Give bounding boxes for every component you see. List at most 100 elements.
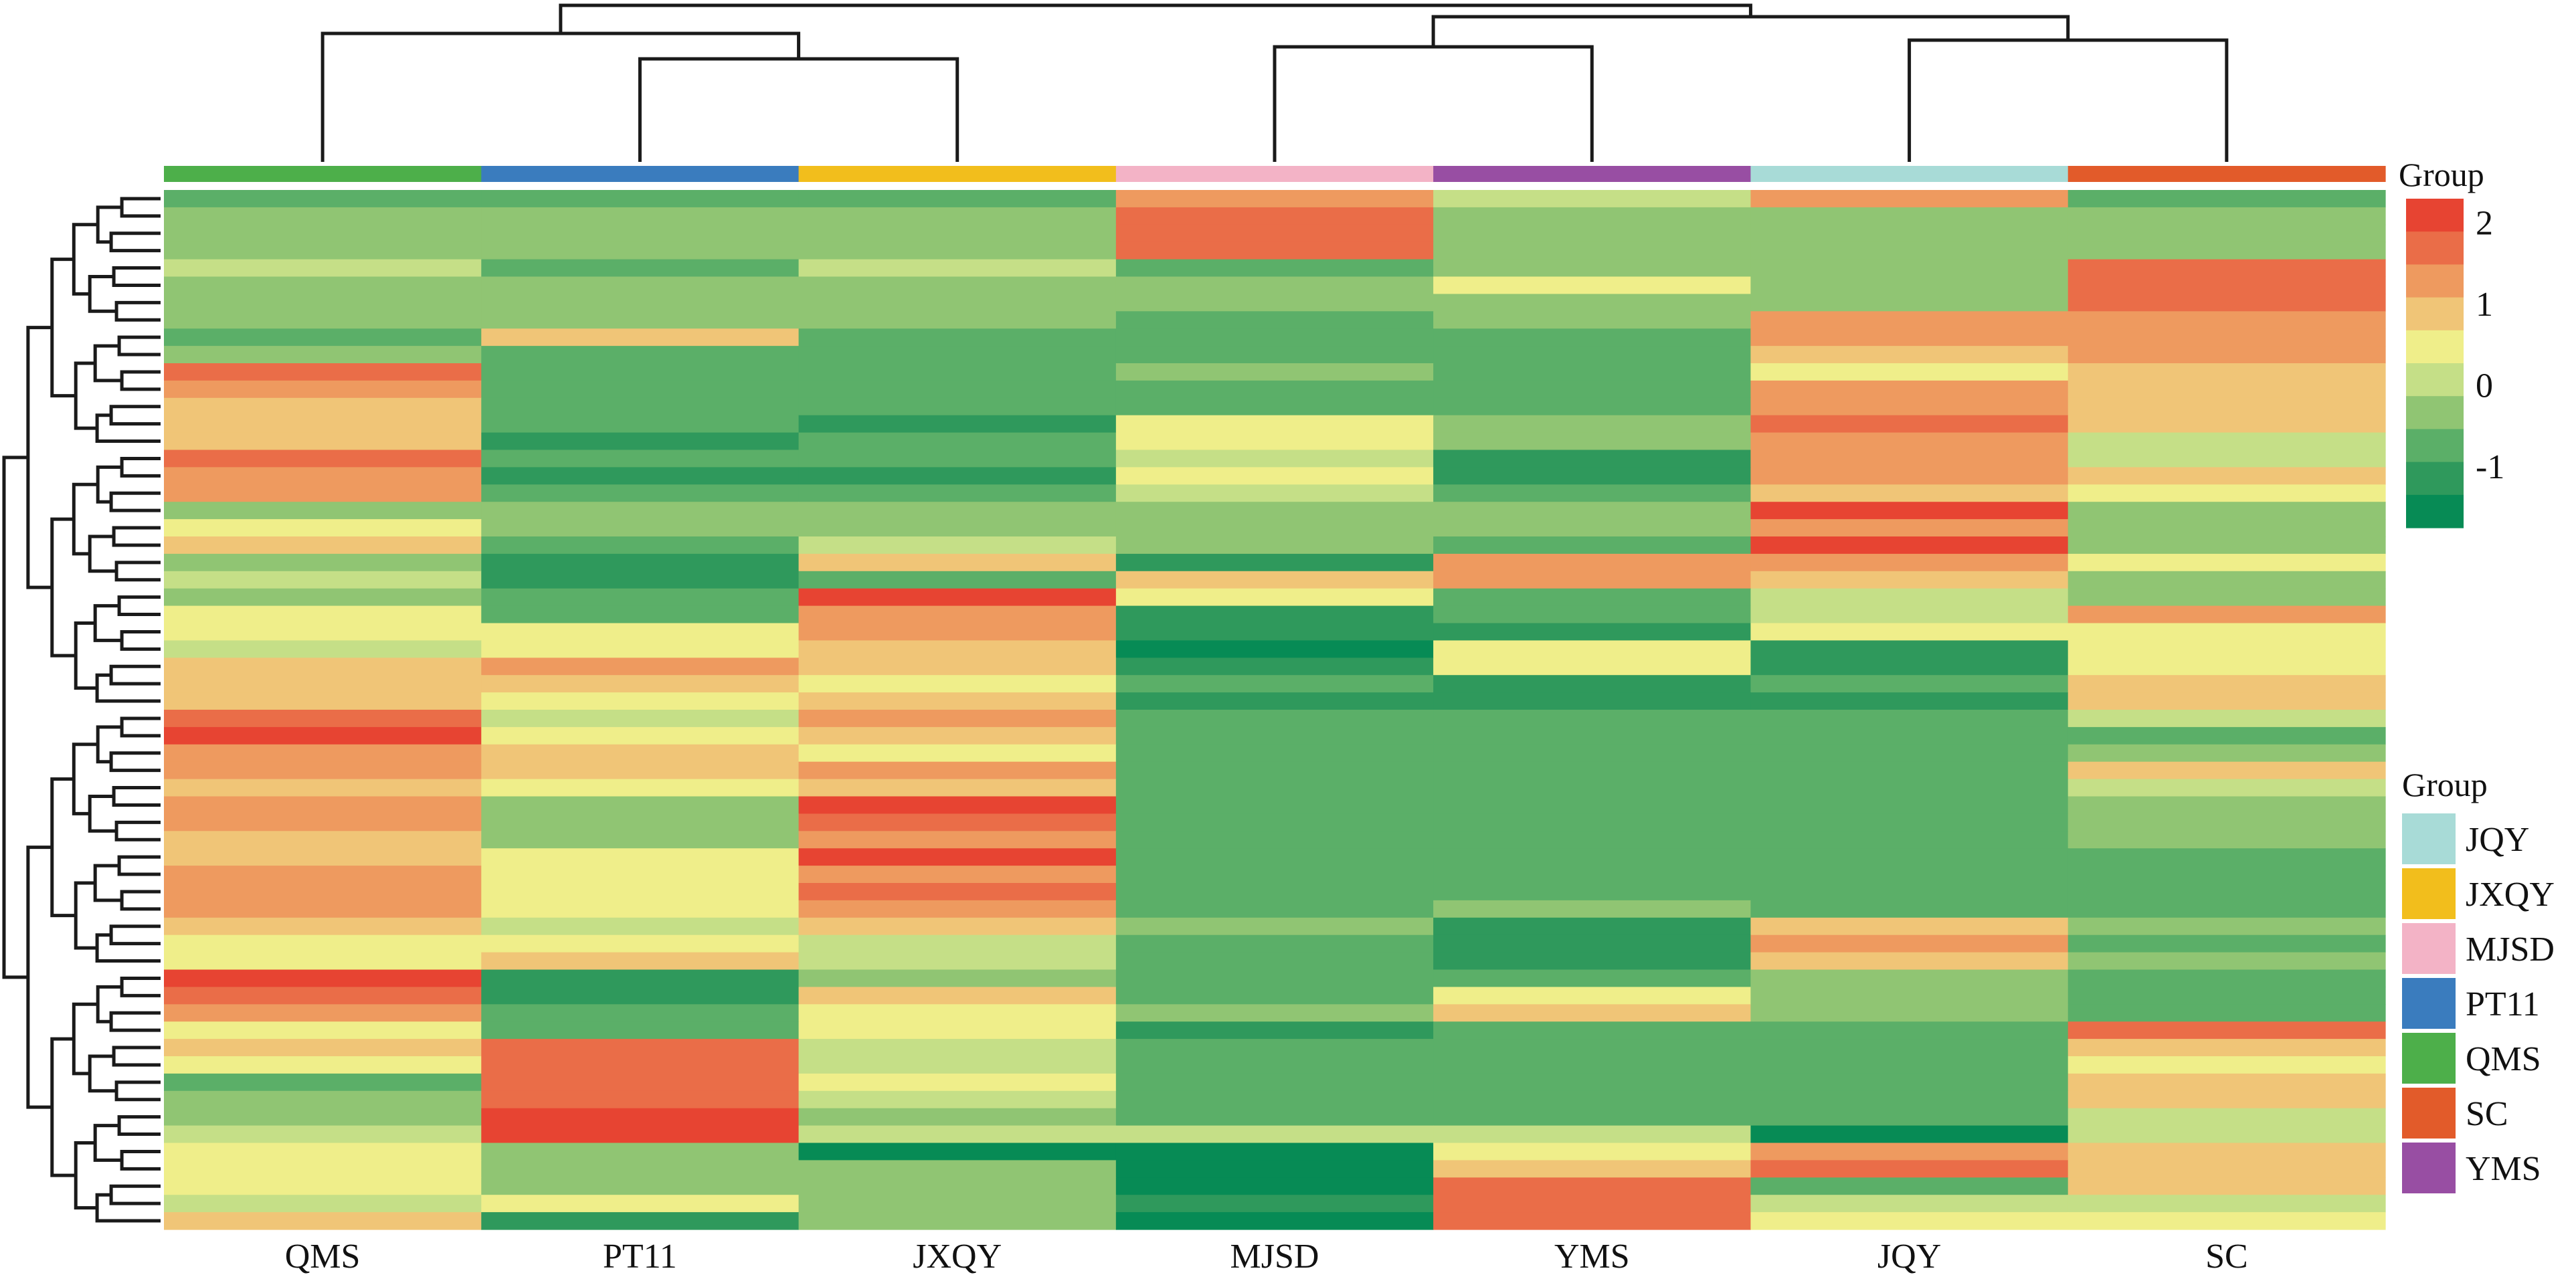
heatmap-cell xyxy=(1750,796,2069,814)
heatmap-cell xyxy=(481,831,800,849)
heatmap-cell xyxy=(1433,397,1752,416)
heatmap-cell xyxy=(798,276,1117,294)
heatmap-cell xyxy=(798,1056,1117,1074)
heatmap-cell xyxy=(798,571,1117,589)
heatmap-cell xyxy=(164,207,482,225)
group-strip-pt11 xyxy=(481,166,800,182)
heatmap-cell xyxy=(798,952,1117,971)
heatmap-cell xyxy=(1115,553,1434,572)
heatmap-cell xyxy=(481,1004,800,1022)
group-strip-qms xyxy=(164,166,482,182)
heatmap-cell xyxy=(164,1056,482,1074)
heatmap-cell xyxy=(798,710,1117,728)
heatmap-cell xyxy=(1750,1073,2069,1092)
heatmap-cell xyxy=(798,380,1117,399)
heatmap-cell xyxy=(481,415,800,433)
heatmap-cell xyxy=(1115,1090,1434,1109)
heatmap-cell xyxy=(798,224,1117,243)
heatmap-cell xyxy=(798,1073,1117,1092)
heatmap-cell xyxy=(1750,432,2069,451)
column-group-strip xyxy=(164,166,2386,182)
heatmap-cell xyxy=(164,190,482,208)
heatmap-cell xyxy=(2067,276,2386,294)
dendrogram-branch xyxy=(95,1193,161,1223)
heatmap-cell xyxy=(2067,1160,2386,1178)
heatmap-cell xyxy=(1750,1108,2069,1126)
heatmap-cell xyxy=(481,1073,800,1092)
heatmap-cell xyxy=(1115,761,1434,780)
heatmap-cell xyxy=(164,536,482,555)
heatmap-cell xyxy=(1433,779,1752,797)
heatmap-cell xyxy=(1433,640,1752,658)
dendrogram-branch xyxy=(1273,45,1594,162)
heatmap-cell xyxy=(481,294,800,312)
heatmap-cell xyxy=(1750,831,2069,849)
heatmap-cell xyxy=(1115,450,1434,468)
heatmap-cell xyxy=(1115,1039,1434,1057)
heatmap-cell xyxy=(481,1143,800,1161)
heatmap-cell xyxy=(1115,952,1434,971)
heatmap-cell xyxy=(1115,363,1434,381)
heatmap-cell xyxy=(798,346,1117,364)
heatmap-cell xyxy=(798,1160,1117,1178)
heatmap-cell xyxy=(1750,571,2069,589)
heatmap-cell xyxy=(481,553,800,572)
heatmap-cell xyxy=(1433,571,1752,589)
heatmap-cell xyxy=(481,640,800,658)
heatmap-cell xyxy=(1750,484,2069,502)
heatmap-cell xyxy=(481,866,800,884)
heatmap-cell xyxy=(798,311,1117,329)
heatmap-cell xyxy=(2067,917,2386,936)
heatmap-cell xyxy=(2067,1212,2386,1230)
dendrogram-branch xyxy=(114,300,161,322)
heatmap-cell xyxy=(2067,831,2386,849)
column-label: JXQY xyxy=(913,1238,1002,1276)
dendrogram-branch xyxy=(26,846,52,1109)
heatmap-cell xyxy=(1433,1004,1752,1022)
heatmap-cell xyxy=(2067,571,2386,589)
heatmap-cell xyxy=(481,224,800,243)
heatmap-cell xyxy=(164,380,482,399)
color-scale-tick: 2 xyxy=(2476,204,2493,242)
heatmap-cell xyxy=(798,467,1117,485)
heatmap-cell xyxy=(481,726,800,745)
heatmap-cell xyxy=(1433,1125,1752,1144)
heatmap-cell xyxy=(2067,761,2386,780)
heatmap-cell xyxy=(1750,380,2069,399)
heatmap-cell xyxy=(2067,605,2386,624)
heatmap-cell xyxy=(2067,328,2386,347)
heatmap-cell xyxy=(1750,744,2069,763)
heatmap-cell xyxy=(1115,726,1434,745)
color-scale-swatch xyxy=(2406,330,2464,364)
heatmap-cell xyxy=(164,952,482,971)
heatmap-cell xyxy=(798,726,1117,745)
heatmap-cell xyxy=(1115,588,1434,607)
heatmap-cell xyxy=(481,311,800,329)
heatmap-cell xyxy=(1750,1143,2069,1161)
heatmap-cell xyxy=(798,397,1117,416)
heatmap-cell xyxy=(1433,415,1752,433)
heatmap-cell xyxy=(1750,623,2069,641)
heatmap-cell xyxy=(1750,467,2069,485)
heatmap-cell xyxy=(1433,866,1752,884)
heatmap-cell xyxy=(2067,1108,2386,1126)
heatmap-cell xyxy=(1433,883,1752,901)
heatmap-cell xyxy=(1115,294,1434,312)
dendrogram-branch xyxy=(2,456,28,979)
heatmap-cell xyxy=(1115,1073,1434,1092)
heatmap-cell xyxy=(164,779,482,797)
heatmap-cell xyxy=(481,710,800,728)
heatmap-cell xyxy=(1115,224,1434,243)
column-label: SC xyxy=(2205,1238,2248,1276)
heatmap-cell xyxy=(481,1212,800,1230)
heatmap-cell xyxy=(164,1160,482,1178)
heatmap-cell xyxy=(1750,640,2069,658)
heatmap-cell xyxy=(1115,917,1434,936)
heatmap-cell xyxy=(481,605,800,624)
heatmap-cell xyxy=(798,519,1117,537)
heatmap-cell xyxy=(1433,519,1752,537)
heatmap-cell xyxy=(1750,917,2069,936)
heatmap-cell xyxy=(1115,502,1434,520)
heatmap-cell xyxy=(481,484,800,502)
dendrogram-branch xyxy=(114,1080,161,1102)
